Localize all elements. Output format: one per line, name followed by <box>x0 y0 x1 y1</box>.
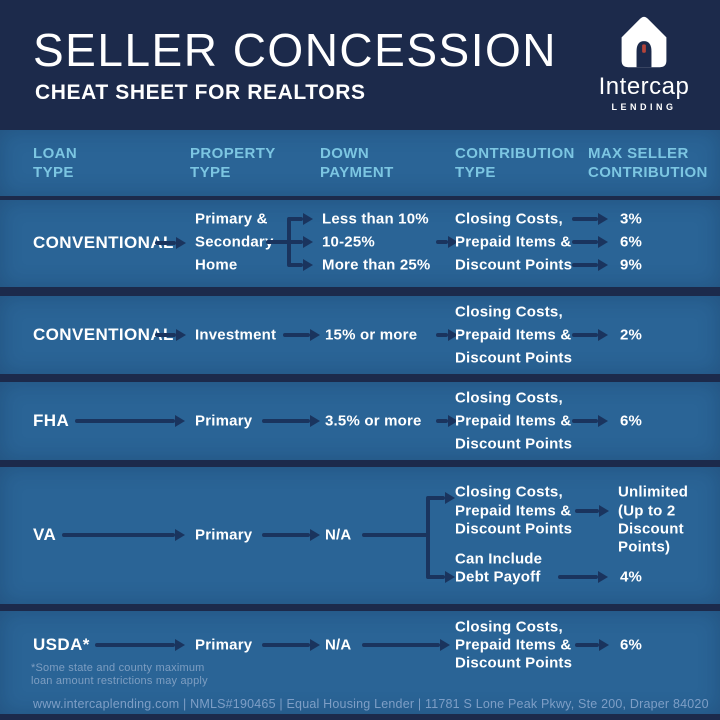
contribution-line: Discount Points <box>455 520 573 538</box>
max-contribution-line: Discount <box>618 520 684 538</box>
max-contribution-value: 3% <box>620 210 643 228</box>
max-contribution-value: 4% <box>620 568 643 586</box>
arrow-right-icon <box>575 643 599 647</box>
contribution-line: Discount Points <box>455 654 573 672</box>
arrow-right-icon <box>436 240 448 244</box>
arrow-right-icon <box>62 533 175 537</box>
max-contribution-value: 2% <box>620 326 643 344</box>
arrow-right-icon <box>288 240 303 244</box>
col-down-payment: DOWN PAYMENT <box>320 145 394 181</box>
max-contribution-line: Points) <box>618 538 671 556</box>
arrow-right-icon <box>262 419 310 423</box>
arrow-right-icon <box>436 419 448 423</box>
arrow-right-icon <box>283 333 310 337</box>
contribution-line: Closing Costs, <box>455 210 563 228</box>
contribution-line: Prepaid Items & <box>455 326 572 344</box>
arrow-right-icon <box>572 333 598 337</box>
page-subtitle: CHEAT SHEET FOR REALTORS <box>35 81 366 105</box>
loan-type: CONVENTIONAL <box>33 233 174 252</box>
col-max-seller-contribution: MAX SELLER CONTRIBUTION <box>588 145 708 181</box>
loan-type: FHA <box>33 411 70 430</box>
property-type: Primary <box>195 636 253 654</box>
contribution-line: Can Include <box>455 550 543 568</box>
arrow-right-icon <box>288 217 303 221</box>
contribution-line: Discount Points <box>455 256 573 274</box>
header: SELLER CONCESSION CHEAT SHEET FOR REALTO… <box>33 26 557 105</box>
col-property-type: PROPERTY TYPE <box>190 145 276 181</box>
col-contribution-type: CONTRIBUTION TYPE <box>455 145 575 181</box>
row-usda: USDA* Primary N/A Closing Costs, Prepaid… <box>0 611 720 714</box>
branch-line <box>426 496 430 579</box>
property-type-line: Secondary <box>195 233 274 251</box>
house-icon <box>621 16 667 68</box>
loan-type: VA <box>33 525 57 544</box>
contribution-line: Prepaid Items & <box>455 412 572 430</box>
contribution-line: Prepaid Items & <box>455 233 572 251</box>
loan-type: CONVENTIONAL <box>33 325 174 344</box>
legal-footer: www.intercaplending.com | NMLS#190465 | … <box>33 697 709 711</box>
contribution-line: Prepaid Items & <box>455 636 572 654</box>
contribution-line: Closing Costs, <box>455 303 563 321</box>
arrow-right-icon <box>575 509 599 513</box>
contribution-line: Discount Points <box>455 349 573 367</box>
down-payment-line: Less than 10% <box>322 210 429 228</box>
contribution-line: Closing Costs, <box>455 618 563 636</box>
contribution-line: Discount Points <box>455 435 573 453</box>
row-va: VA Primary N/A Closing Costs, Prepaid It… <box>0 467 720 604</box>
logo-tagline: LENDING <box>611 102 677 112</box>
column-headers: LOAN TYPE PROPERTY TYPE DOWN PAYMENT CON… <box>0 130 720 196</box>
arrow-right-icon <box>155 333 176 337</box>
arrow-right-icon <box>262 643 310 647</box>
property-type: Primary <box>195 412 253 430</box>
arrow-right-icon <box>95 643 175 647</box>
property-type: Primary <box>195 526 253 544</box>
branch-line <box>266 240 290 244</box>
row-fha: FHA Primary 3.5% or more Closing Costs, … <box>0 382 720 460</box>
arrow-right-icon <box>558 575 598 579</box>
arrow-right-icon <box>288 263 303 267</box>
down-payment: 15% or more <box>325 326 418 344</box>
row-conventional-primary: CONVENTIONAL Primary & Secondary Home Le… <box>0 200 720 287</box>
down-payment: N/A <box>325 526 352 544</box>
branch-line <box>362 533 430 537</box>
down-payment: 3.5% or more <box>325 412 422 430</box>
col-loan-type: LOAN TYPE <box>33 145 78 181</box>
max-contribution-value: 6% <box>620 233 643 251</box>
page-title: SELLER CONCESSION <box>33 24 557 76</box>
logo-name: Intercap <box>598 73 690 100</box>
contribution-line: Debt Payoff <box>455 568 541 586</box>
arrow-right-icon <box>262 533 310 537</box>
contribution-line: Prepaid Items & <box>455 502 572 520</box>
arrow-right-icon <box>436 333 448 337</box>
arrow-right-icon <box>427 575 445 579</box>
property-type-line: Primary & <box>195 210 268 228</box>
loan-type: USDA* <box>33 635 90 654</box>
arrow-right-icon <box>572 217 598 221</box>
arrow-right-icon <box>155 241 176 245</box>
down-payment-line: 10-25% <box>322 233 375 251</box>
contribution-line: Closing Costs, <box>455 389 563 407</box>
arrow-right-icon <box>572 263 598 267</box>
max-contribution-value: 9% <box>620 256 643 274</box>
down-payment-line: More than 25% <box>322 256 431 274</box>
intercap-logo: Intercap LENDING <box>584 12 704 112</box>
arrow-right-icon <box>572 240 598 244</box>
arrow-right-icon <box>427 496 445 500</box>
footnote: *Some state and county maximum loan amou… <box>31 662 208 687</box>
row-conventional-investment: CONVENTIONAL Investment 15% or more Clos… <box>0 296 720 374</box>
arrow-right-icon <box>362 643 440 647</box>
down-payment: N/A <box>325 636 352 654</box>
property-type-line: Home <box>195 256 238 274</box>
max-contribution-value: 6% <box>620 412 643 430</box>
property-type: Investment <box>195 326 277 344</box>
arrow-right-icon <box>572 419 598 423</box>
max-contribution-line: (Up to 2 <box>618 502 676 520</box>
max-contribution-line: Unlimited <box>618 483 689 501</box>
arrow-right-icon <box>75 419 175 423</box>
contribution-line: Closing Costs, <box>455 483 563 501</box>
max-contribution-value: 6% <box>620 636 643 654</box>
